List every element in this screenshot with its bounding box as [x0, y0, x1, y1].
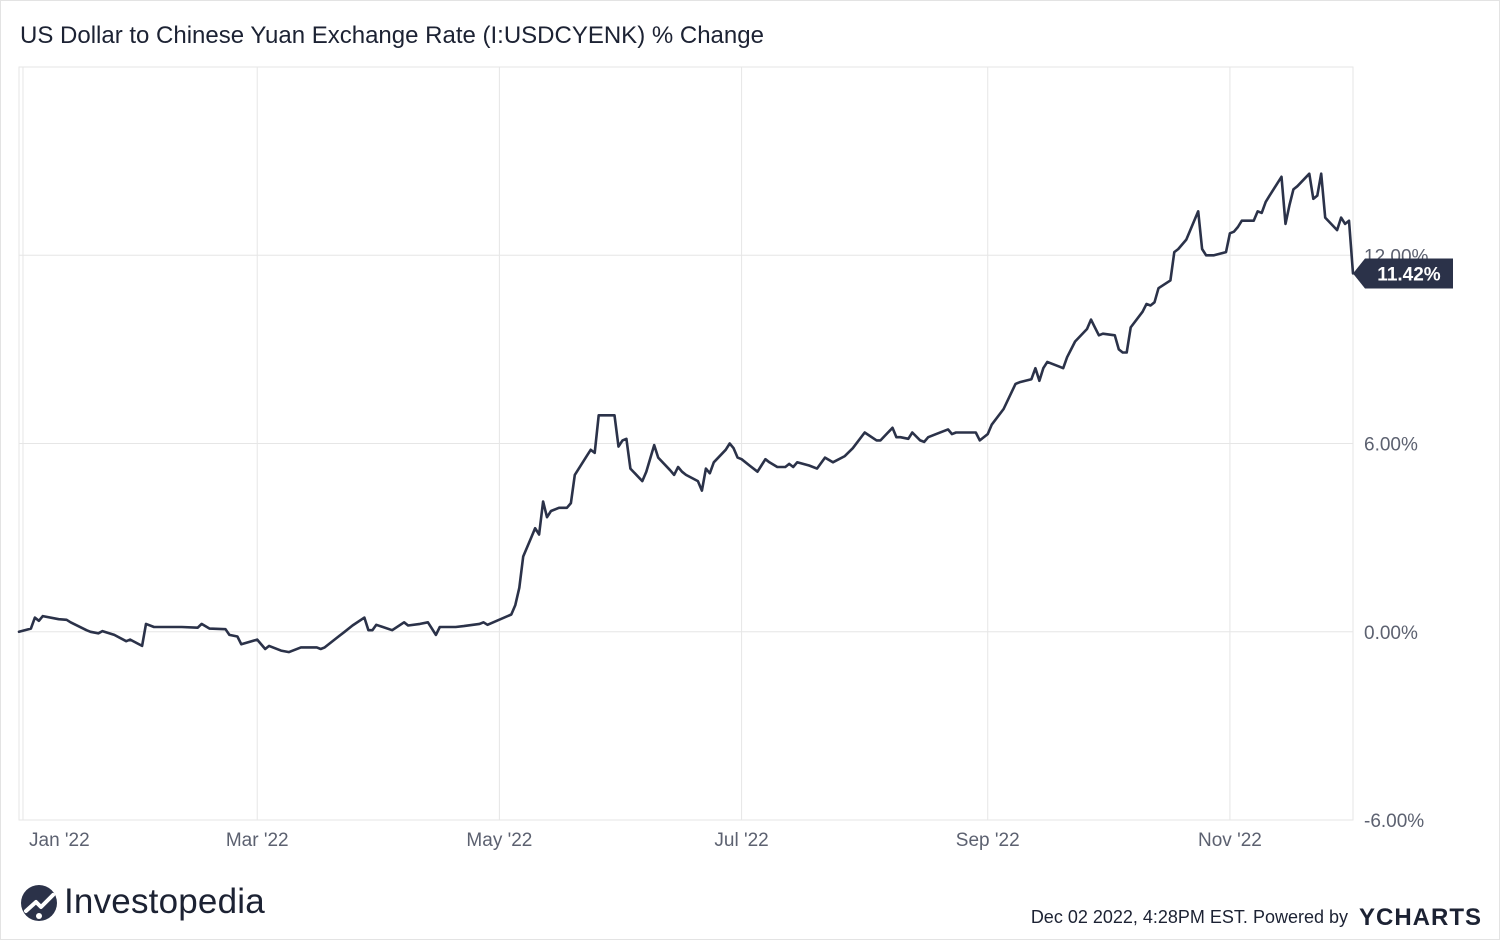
grid-layer	[18, 66, 1354, 821]
x-tick-label: Mar '22	[226, 830, 289, 851]
y-tick-label: 0.00%	[1364, 623, 1418, 644]
series-line	[17, 172, 1355, 654]
investopedia-mark-icon	[21, 885, 57, 921]
y-tick-label: 6.00%	[1364, 435, 1418, 456]
x-tick-label: Nov '22	[1198, 830, 1262, 851]
x-tick-label: Sep '22	[956, 830, 1020, 851]
y-tick-label: -6.00%	[1364, 811, 1424, 832]
label-layer: 11.42%	[1353, 258, 1453, 289]
x-tick-label: Jan '22	[29, 830, 90, 851]
x-tick-label: Jul '22	[714, 830, 768, 851]
series-layer	[17, 172, 1355, 654]
chart-title: US Dollar to Chinese Yuan Exchange Rate …	[20, 22, 764, 49]
last-value-badge	[1353, 258, 1453, 289]
x-tick-label: May '22	[466, 830, 532, 851]
axis-layer: -6.00%0.00%6.00%12.00%Jan '22 Mar '22 May …	[29, 246, 1429, 851]
footer-timestamp: Dec 02 2022, 4:28PM EST. Powered by	[1030, 907, 1348, 927]
brand-name: Investopedia	[64, 882, 265, 921]
ycharts-logo: YCHARTS	[1358, 904, 1482, 931]
last-value-label: 11.42%	[1377, 264, 1440, 285]
